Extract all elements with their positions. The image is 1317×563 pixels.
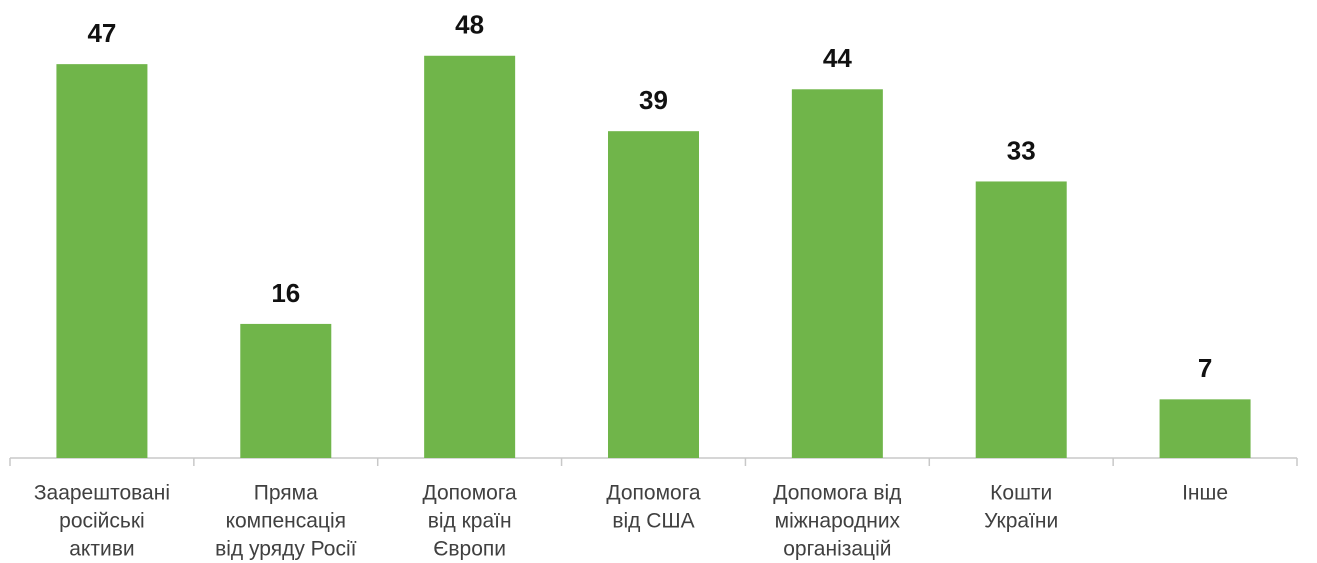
x-tick-label: Пряма [254, 482, 318, 505]
x-tick-label: від США [612, 510, 694, 533]
x-tick-label: активи [69, 538, 134, 561]
x-tick-label: російські [59, 510, 145, 533]
value-label: 16 [271, 278, 300, 308]
value-label: 44 [823, 43, 852, 73]
bar [424, 55, 516, 458]
value-label: 39 [639, 85, 668, 115]
value-label: 7 [1198, 353, 1212, 383]
x-tick-label: України [984, 510, 1058, 533]
value-label: 33 [1007, 135, 1036, 165]
x-tick-label: Заарештовані [34, 482, 170, 505]
value-label: 48 [455, 10, 484, 40]
x-tick-label: Допомога від [773, 482, 901, 505]
x-tick-label: компенсація [226, 510, 346, 533]
x-tick-label: Допомога [606, 482, 701, 505]
x-tick-label: Інше [1182, 482, 1228, 505]
bar [240, 323, 332, 458]
bar [608, 131, 699, 458]
x-tick-label: міжнародних [775, 510, 901, 533]
bar [56, 64, 148, 458]
x-tick-label: від країн [428, 510, 512, 533]
x-tick-label: від уряду Росії [215, 538, 357, 561]
x-tick-label: Європи [433, 538, 506, 561]
bar [975, 181, 1067, 458]
value-label: 47 [87, 18, 116, 48]
bar [791, 89, 883, 458]
x-tick-label: Кошти [990, 482, 1052, 505]
bar [1159, 399, 1251, 458]
x-tick-label: організацій [783, 538, 891, 561]
x-tick-label: Допомога [423, 482, 518, 505]
